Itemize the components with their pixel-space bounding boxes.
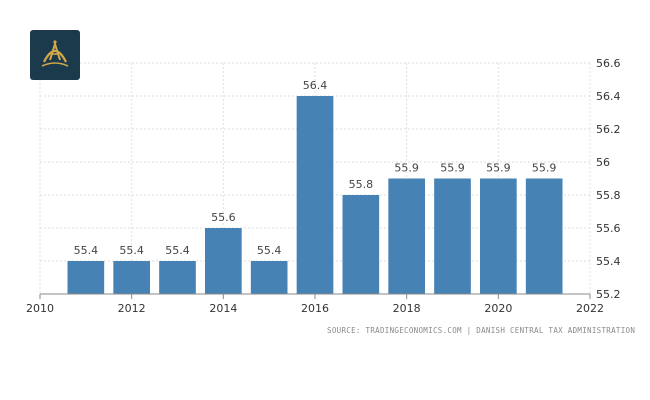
bar (250, 261, 288, 294)
bar (67, 261, 105, 294)
bar (525, 178, 563, 294)
x-tick-label: 2018 (393, 302, 421, 315)
y-tick-label: 55.2 (596, 288, 621, 301)
data-label: 55.9 (394, 162, 419, 175)
brand-logo (30, 30, 80, 80)
y-tick-label: 56.2 (596, 123, 621, 136)
bar (113, 261, 150, 294)
x-tick-label: 2022 (576, 302, 604, 315)
data-label: 56.4 (303, 79, 328, 92)
bar (388, 178, 425, 294)
bar (480, 178, 517, 294)
data-label: 55.4 (165, 244, 190, 257)
bar (159, 261, 196, 294)
data-label: 55.6 (211, 211, 236, 224)
data-label: 55.4 (74, 244, 99, 257)
axes: 55.2 55.4 55.6 55.8 56 56.2 56.4 56.6 2010 2012 20… (26, 57, 621, 315)
x-tick-label: 2016 (301, 302, 329, 315)
x-tick-label: 2012 (118, 302, 146, 315)
bar (342, 195, 380, 294)
data-label: 55.4 (119, 244, 144, 257)
y-tick-label: 56 (596, 156, 610, 169)
data-label: 55.8 (349, 178, 374, 191)
x-tick-label: 2010 (26, 302, 54, 315)
bar (205, 228, 242, 294)
data-label: 55.9 (486, 162, 511, 175)
x-tick-label: 2020 (484, 302, 512, 315)
bar (296, 96, 334, 294)
data-label: 55.9 (532, 162, 557, 175)
y-tick-label: 55.8 (596, 189, 621, 202)
bar (434, 178, 471, 294)
data-label: 55.4 (257, 244, 282, 257)
data-label: 55.9 (440, 162, 465, 175)
chart-source: SOURCE: TRADINGECONOMICS.COM | DANISH CE… (327, 326, 636, 335)
data-labels: 55.4 55.4 55.4 55.6 55.4 56.4 55.8 55.9 55.9 55.9… (74, 79, 557, 257)
y-tick-label: 55.6 (596, 222, 621, 235)
x-tick-label: 2014 (209, 302, 237, 315)
y-tick-label: 56.4 (596, 90, 621, 103)
logo-icon (41, 40, 69, 67)
y-tick-label: 55.4 (596, 255, 621, 268)
y-tick-label: 56.6 (596, 57, 621, 70)
bars (67, 96, 563, 294)
